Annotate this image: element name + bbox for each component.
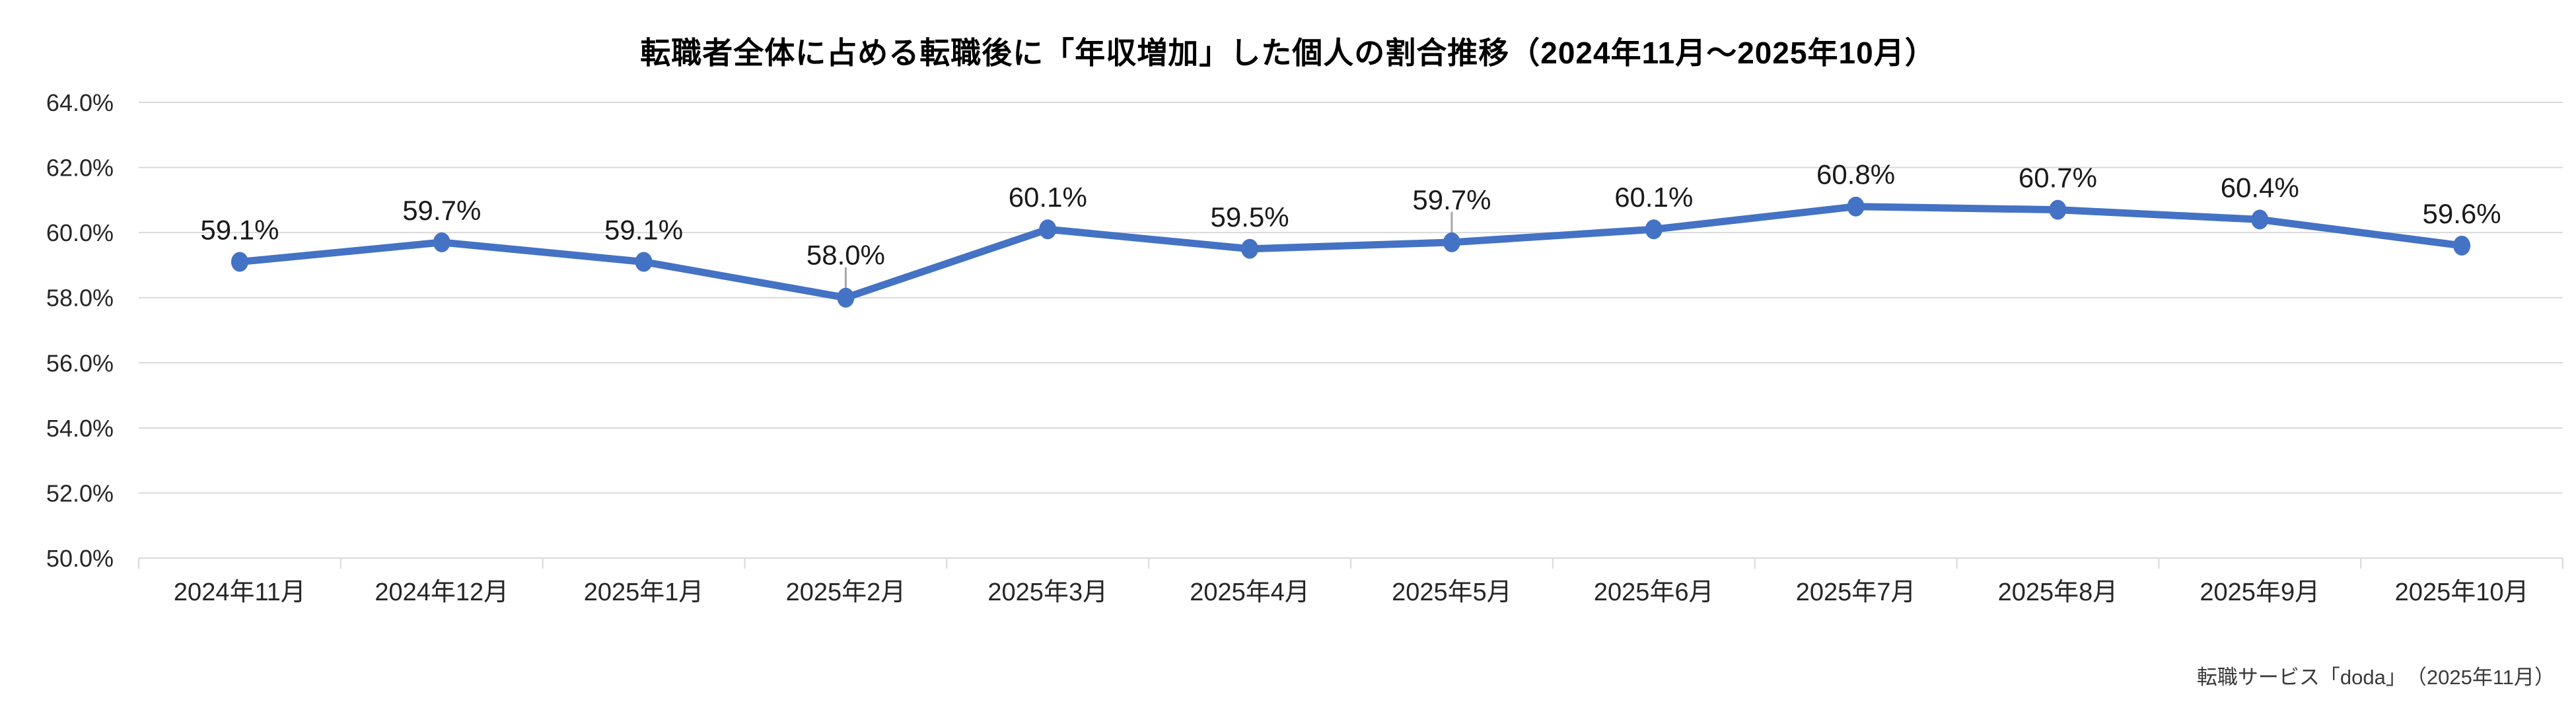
x-axis-tick-label: 2025年8月 [1998,579,2118,606]
data-point-marker [635,252,653,272]
x-axis-tick-label: 2025年2月 [786,579,906,606]
data-point-marker [1847,196,1865,217]
data-point-label: 60.7% [2019,162,2097,194]
data-point-label: 59.5% [1211,201,1289,232]
y-axis-tick-label: 62.0% [46,155,114,182]
x-axis-tick-label: 2025年5月 [1392,579,1512,606]
chart-title: 転職者全体に占める転職後に「年収増加」した個人の割合推移（2024年11月～20… [640,36,1936,70]
y-axis-tick-label: 60.0% [46,219,114,246]
data-point-label: 60.1% [1009,182,1087,213]
x-axis-tick-label: 2025年10月 [2395,579,2529,606]
x-axis-tick-label: 2025年9月 [2200,579,2320,606]
x-axis-tick-label: 2025年1月 [584,579,704,606]
data-point-label: 59.1% [604,215,683,246]
data-point-marker [837,287,855,308]
data-point-label: 60.4% [2221,172,2299,203]
data-point-label: 59.7% [1412,184,1491,215]
data-point-label: 59.1% [200,215,279,246]
data-point-marker [2251,209,2269,230]
data-point-marker [231,252,248,272]
source-credit: 転職サービス「doda」 （2025年11月） [2196,666,2555,689]
y-axis-tick-label: 54.0% [46,415,114,442]
data-point-marker [1645,219,1663,240]
data-point-marker [1039,219,1057,240]
x-axis-tick-label: 2024年12月 [375,579,509,606]
y-axis-tick-label: 52.0% [46,479,114,507]
x-axis-tick-label: 2025年6月 [1594,579,1714,606]
data-point-marker [1241,238,1259,259]
y-axis-tick-label: 56.0% [46,349,114,376]
data-point-marker [2049,199,2067,220]
data-point-marker [433,232,450,252]
data-point-label: 60.1% [1614,182,1693,213]
data-point-label: 60.8% [1816,159,1895,190]
x-axis-tick-label: 2024年11月 [174,579,306,606]
y-axis-tick-label: 64.0% [46,89,114,116]
data-point-label: 59.6% [2423,198,2501,229]
y-axis-tick-label: 50.0% [46,545,114,572]
data-point-label: 59.7% [402,195,481,226]
x-axis-tick-label: 2025年3月 [987,579,1108,606]
x-axis-tick-label: 2025年4月 [1190,579,1310,606]
x-axis-tick-label: 2025年7月 [1796,579,1916,606]
y-axis-tick-label: 58.0% [46,285,114,312]
series-line [236,203,2466,302]
data-point-marker [1443,232,1460,252]
data-point-label: 58.0% [806,240,885,271]
data-point-marker [2453,235,2471,256]
